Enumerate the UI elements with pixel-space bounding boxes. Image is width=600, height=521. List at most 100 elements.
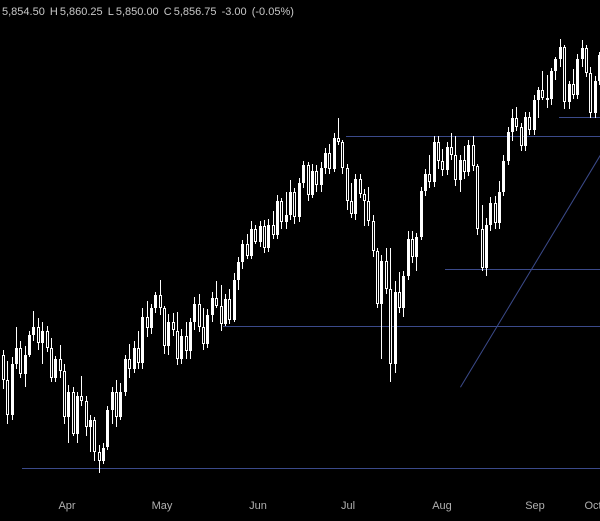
candle-body [63,371,66,417]
candle-body [254,229,257,242]
candle-body [333,138,336,169]
candle-body [528,117,531,130]
candle-wick [429,155,430,188]
candle-body [89,420,92,427]
candle-body [420,191,423,237]
candle-body [581,48,584,59]
candle-body [133,348,136,369]
candle-body [263,226,266,248]
candle-body [2,355,5,381]
candle-body [241,244,244,262]
x-axis-label: Jul [341,500,355,512]
candle-body [524,117,527,146]
candle-body [459,160,462,180]
candle-body [224,299,227,324]
candle-body [424,174,427,192]
candle-body [193,304,196,323]
change-value: -3.00 [222,6,247,18]
candle-body [541,90,544,98]
candle-body [102,448,105,462]
candle-body [111,392,114,411]
candle-body [550,71,553,99]
candle-wick [33,311,34,341]
candle-body [437,142,440,161]
candle-body [72,392,75,434]
high-prefix: H [50,6,58,18]
candle-body [385,261,388,289]
candle-body [485,225,488,269]
candle-body [572,84,575,94]
candle-body [389,289,392,364]
candle-body [54,359,57,378]
candle-body [11,364,14,415]
candle-wick [286,192,287,229]
candle-body [563,47,566,102]
candle-body [220,306,223,324]
candle-body [154,295,157,308]
candle-body [246,244,249,256]
candle-body [320,168,323,185]
candle-body [106,410,109,447]
change-pct: (-0.05%) [252,6,294,18]
candle-body [150,308,153,328]
candle-body [28,335,31,355]
candle-body [511,118,514,132]
horizontal-line [22,468,600,469]
candle-body [115,392,118,418]
candle-body [454,155,457,180]
x-axis-label: Oct [584,500,600,512]
candle-body [176,331,179,360]
candle-body [402,276,405,309]
low-prefix: L [108,6,114,18]
candle-body [359,179,362,194]
candle-body [24,355,27,375]
candle-body [585,48,588,73]
candle-body [546,98,549,100]
candle-body [350,201,353,214]
candle-body [228,299,231,320]
candle-body [481,229,484,268]
candle-body [59,359,62,371]
candle-body [289,192,292,215]
candle-body [159,295,162,308]
candle-body [394,292,397,364]
candle-body [46,331,49,347]
candle-body [589,73,592,113]
candle-body [267,225,270,248]
x-axis-label: Aug [432,500,452,512]
candle-body [15,348,18,364]
candle-body [215,298,218,306]
candle-body [554,59,557,71]
candle-body [520,127,523,146]
candle-body [272,225,275,235]
candle-body [489,203,492,224]
candle-wick [42,322,43,364]
candle-body [476,166,479,229]
candle-body [433,142,436,182]
candle-wick [547,75,548,108]
low-value: 5,850.00 [116,6,159,18]
candle-body [441,161,444,170]
candle-body [124,359,127,392]
candle-body [67,392,70,418]
candle-body [576,59,579,94]
candle-body [372,221,375,251]
candle-body [293,192,296,217]
candle-body [302,165,305,183]
candle-body [363,194,366,201]
candle-body [185,336,188,351]
candle-body [128,359,131,368]
ohlc-readout: 5,854.50 H5,860.25 L5,850.00 C5,856.75 -… [2,6,296,18]
candle-body [41,331,44,342]
candle-body [198,304,201,327]
candle-body [311,171,314,195]
candle-body [411,239,414,258]
x-axis-label: Apr [58,500,75,512]
open-value: 5,854.50 [2,6,45,18]
candle-body [80,396,83,401]
candle-body [237,262,240,281]
candle-body [50,348,53,378]
candlestick-chart[interactable]: 5,854.50 H5,860.25 L5,850.00 C5,856.75 -… [0,0,600,521]
candle-body [180,336,183,359]
candle-body [285,215,288,222]
